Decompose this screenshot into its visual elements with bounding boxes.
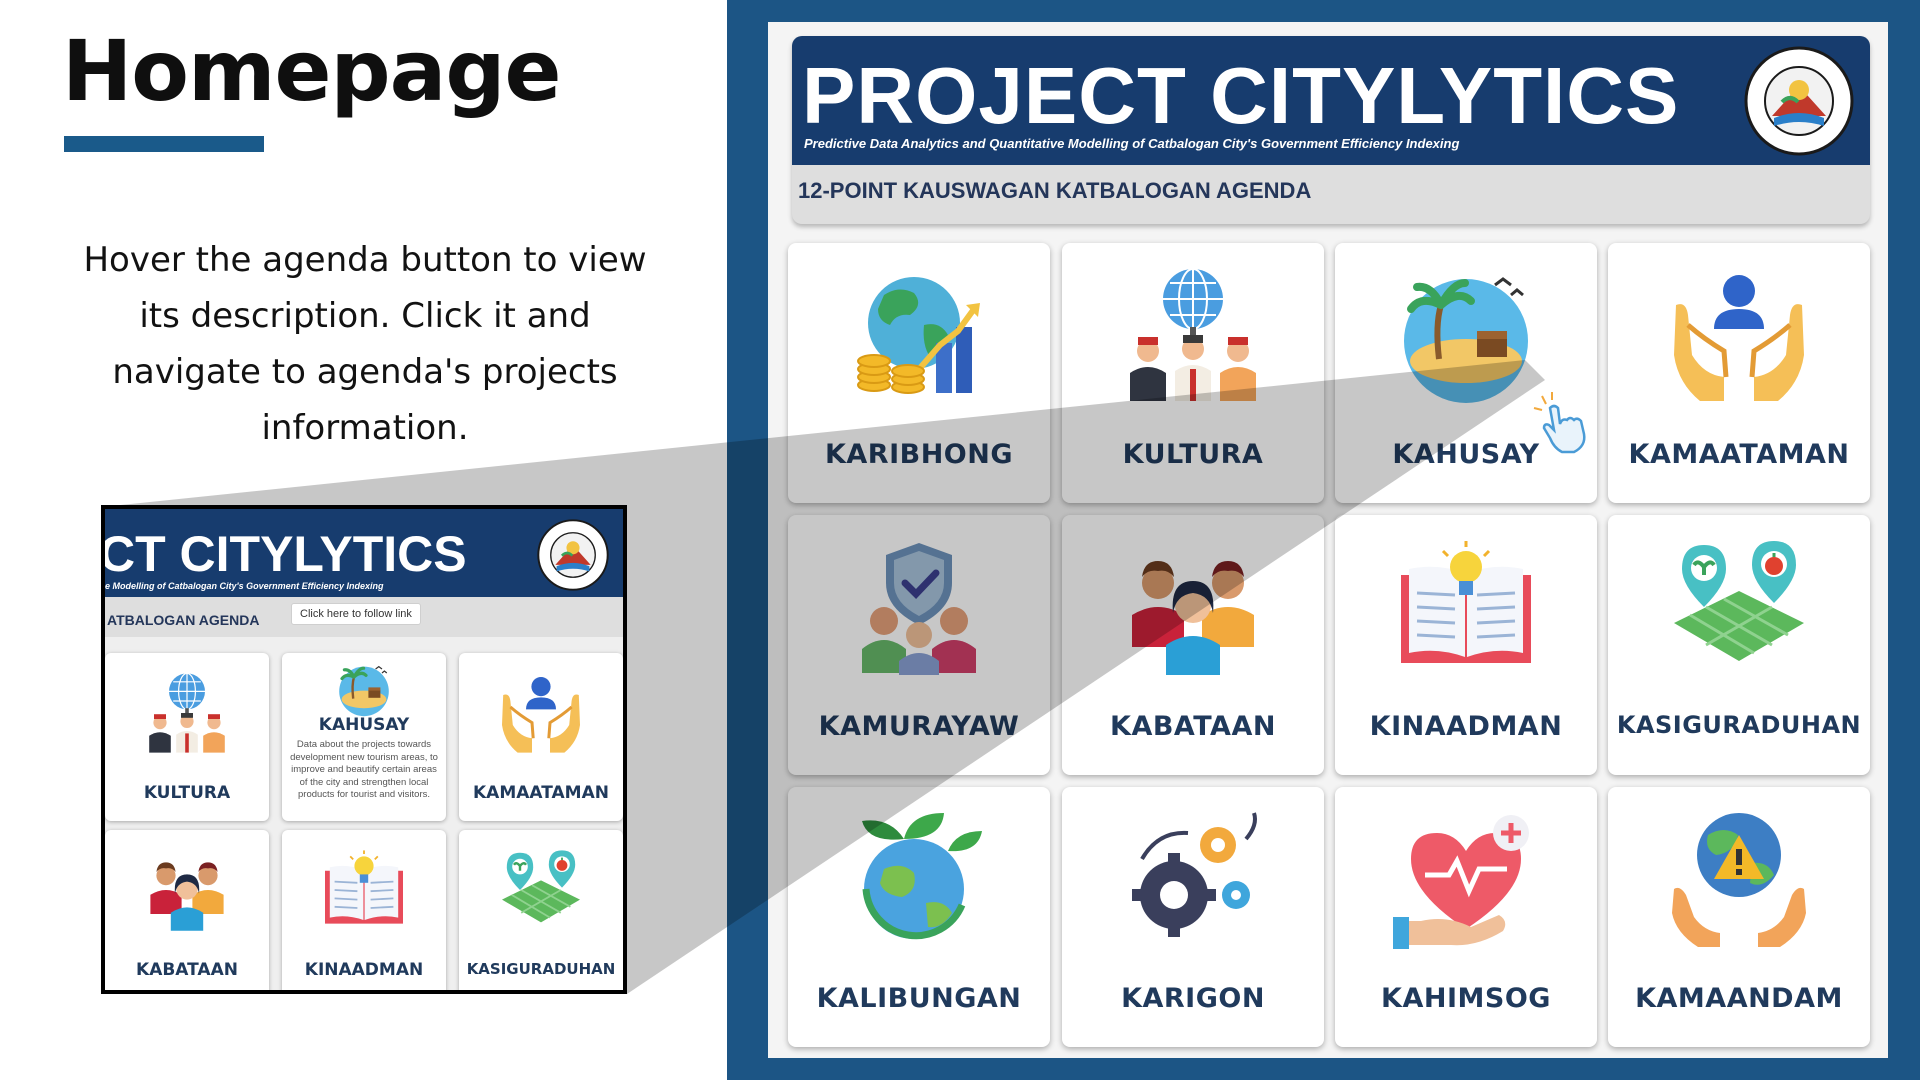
- agenda-tile-kalibungan[interactable]: KALIBUNGAN: [788, 787, 1050, 1047]
- inset-tile-label: KAMAATAMAN: [473, 783, 609, 803]
- care-hands-person-icon: [1664, 265, 1814, 405]
- agenda-tile-label: KAMAANDAM: [1635, 983, 1843, 1014]
- agenda-tile-kamaandam[interactable]: KAMAANDAM: [1608, 787, 1870, 1047]
- agenda-tile-label: KAHIMSOG: [1381, 983, 1551, 1014]
- culture-people-globe-icon: [142, 671, 232, 755]
- inset-city-seal-logo: [537, 519, 609, 591]
- header-banner: [792, 36, 1870, 165]
- inset-app-subtitle: e Modelling of Catbalogan City's Governm…: [105, 581, 384, 591]
- zoomed-inset: CT CITYLYTICS e Modelling of Catbalogan …: [101, 505, 627, 994]
- agenda-tile-kultura[interactable]: KULTURA: [1062, 243, 1324, 503]
- page-title: Homepage: [62, 22, 561, 120]
- link-tooltip: Click here to follow link: [291, 603, 421, 625]
- inset-tile-kultura[interactable]: KULTURA: [105, 653, 269, 821]
- agenda-tile-label: KAMURAYAW: [818, 711, 1020, 742]
- youth-group-icon: [142, 848, 232, 932]
- agenda-tile-kamaataman[interactable]: KAMAATAMAN: [1608, 243, 1870, 503]
- culture-people-globe-icon: [1118, 265, 1268, 405]
- inset-tile-label: KINAADMAN: [304, 960, 424, 980]
- agenda-tile-kinaadman[interactable]: KINAADMAN: [1335, 515, 1597, 775]
- environment-earth-leaves-icon: [844, 809, 994, 949]
- inset-tile-kahusay-hover[interactable]: KAHUSAY Data about the projects towards …: [282, 653, 446, 821]
- agenda-tile-label: KABATAAN: [1110, 711, 1276, 742]
- inset-tile-label: KABATAAN: [136, 960, 238, 980]
- agenda-tile-karibhong[interactable]: KARIBHONG: [788, 243, 1050, 503]
- agenda-tile-label: KARIGON: [1121, 983, 1265, 1014]
- agenda-heading: 12-POINT KAUSWAGAN KATBALOGAN AGENDA: [798, 178, 1312, 203]
- food-security-map-icon: [496, 848, 586, 932]
- peace-shield-people-icon: [844, 537, 994, 677]
- agenda-description: Data about the projects towards developm…: [290, 739, 438, 800]
- food-security-map-icon: [1664, 537, 1814, 677]
- inset-tile-kabataan[interactable]: KABATAAN: [105, 830, 269, 990]
- inset-tile-label: KAHUSAY: [318, 715, 410, 735]
- inset-tile-label: KASIGURADUHAN: [466, 960, 616, 978]
- inset-header-banner: [105, 509, 623, 597]
- agenda-tile-label: KAHUSAY: [1392, 439, 1540, 470]
- agenda-tile-label: KINAADMAN: [1369, 711, 1563, 742]
- inset-tile-kasiguraduhan[interactable]: KASIGURADUHAN: [459, 830, 623, 990]
- economy-globe-coins-icon: [844, 265, 994, 405]
- disaster-earth-warning-icon: [1664, 809, 1814, 949]
- inset-app-title: CT CITYLYTICS: [101, 526, 467, 582]
- care-hands-person-icon: [496, 671, 586, 755]
- youth-group-icon: [1118, 537, 1268, 677]
- app-subtitle: Predictive Data Analytics and Quantitati…: [804, 136, 1460, 151]
- hand-pointer-icon: [1533, 392, 1586, 454]
- agenda-tile-label: KASIGURADUHAN: [1616, 711, 1862, 739]
- inset-tile-label: KULTURA: [143, 783, 231, 803]
- inset-agenda-heading: ATBALOGAN AGENDA: [107, 612, 260, 628]
- agenda-tile-label: KULTURA: [1122, 439, 1264, 470]
- inset-tile-kinaadman[interactable]: KINAADMAN: [282, 830, 446, 990]
- agenda-tile-kamurayaw[interactable]: KAMURAYAW: [788, 515, 1050, 775]
- instruction-text: Hover the agenda button to view its desc…: [83, 240, 647, 448]
- agenda-tile-kahimsog[interactable]: KAHIMSOG: [1335, 787, 1597, 1047]
- agenda-tile-karigon[interactable]: KARIGON: [1062, 787, 1324, 1047]
- infrastructure-gears-icon: [1118, 809, 1268, 949]
- education-book-bulb-icon: [1391, 537, 1541, 677]
- title-underline: [64, 136, 264, 152]
- agenda-tile-kabataan[interactable]: KABATAAN: [1062, 515, 1324, 775]
- agenda-tile-label: KARIBHONG: [824, 439, 1014, 470]
- health-heart-hand-icon: [1391, 809, 1541, 949]
- inset-tile-kamaataman[interactable]: KAMAATAMAN: [459, 653, 623, 821]
- agenda-tile-kasiguraduhan[interactable]: KASIGURADUHAN: [1608, 515, 1870, 775]
- agenda-tile-kahusay[interactable]: KAHUSAY: [1335, 243, 1597, 503]
- city-seal-logo: [1744, 46, 1854, 156]
- tourism-island-icon: [1391, 265, 1541, 405]
- agenda-tile-label: KALIBUNGAN: [816, 983, 1022, 1014]
- education-book-bulb-icon: [319, 848, 409, 932]
- agenda-tile-label: KAMAATAMAN: [1628, 439, 1850, 470]
- tourism-island-icon: [334, 661, 394, 717]
- app-title: PROJECT CITYLYTICS: [802, 51, 1680, 140]
